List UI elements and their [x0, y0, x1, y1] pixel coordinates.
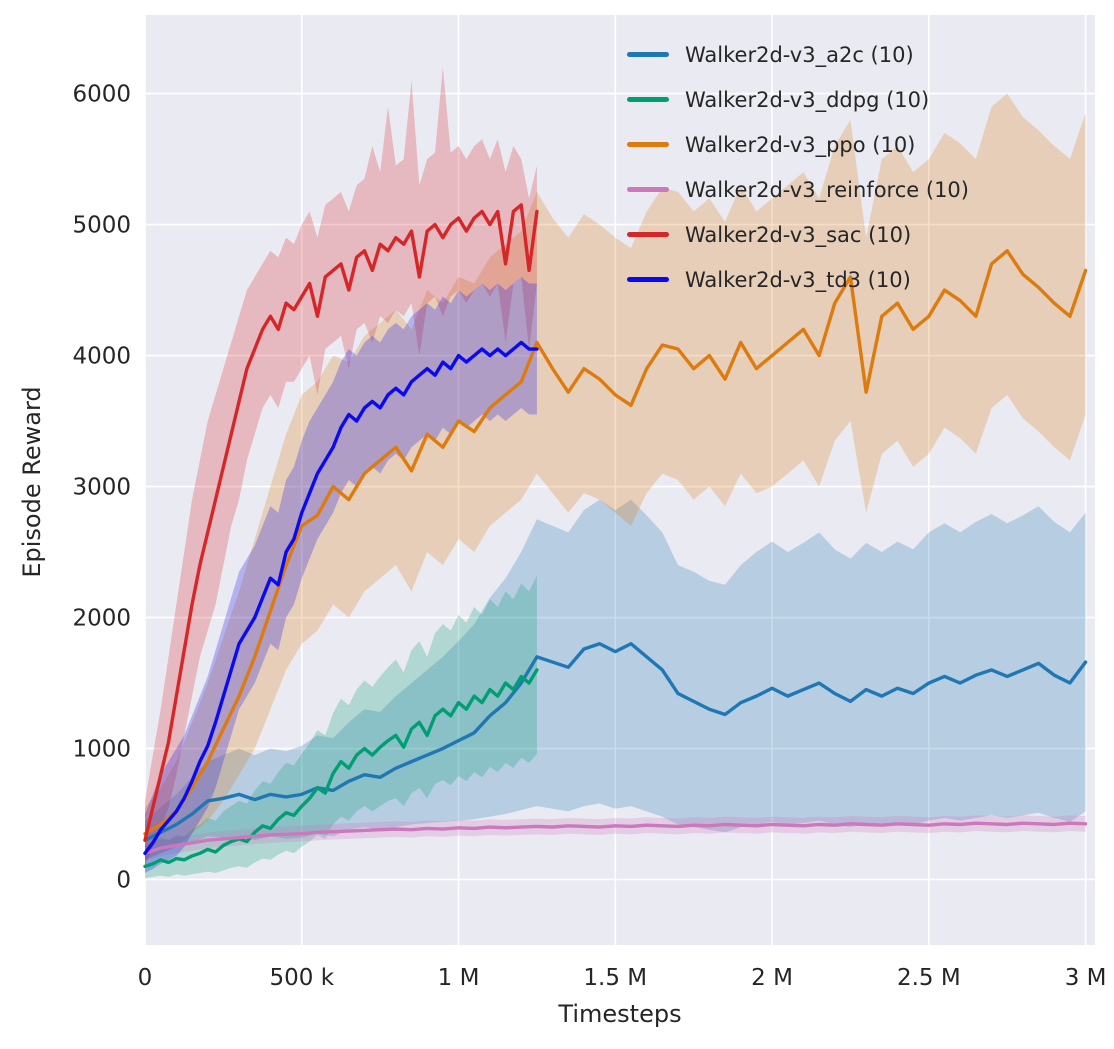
plot-area: [145, 15, 1095, 945]
series-band-reinforce: [145, 815, 1086, 862]
legend-item-ddpg: Walker2d-v3_ddpg (10): [627, 77, 969, 122]
y-tick-label: 3000: [72, 475, 131, 501]
y-tick-label: 2000: [72, 606, 131, 632]
legend-swatch-ppo: [627, 142, 669, 147]
y-tick-label: 1000: [72, 737, 131, 763]
legend-item-a2c: Walker2d-v3_a2c (10): [627, 32, 969, 77]
legend-item-sac: Walker2d-v3_sac (10): [627, 212, 969, 257]
x-tick-label: 1 M: [438, 965, 480, 991]
legend-label-ppo: Walker2d-v3_ppo (10): [685, 132, 916, 157]
legend-label-reinforce: Walker2d-v3_reinforce (10): [685, 177, 969, 202]
x-tick-label: 0: [138, 965, 153, 991]
y-tick-label: 6000: [72, 82, 131, 108]
legend-label-ddpg: Walker2d-v3_ddpg (10): [685, 87, 930, 112]
y-tick-label: 5000: [72, 213, 131, 239]
series-line-reinforce: [143, 821, 1088, 856]
x-tick-label: 500 k: [270, 965, 335, 991]
series-line-sac: [143, 203, 539, 842]
series-band-a2c: [145, 499, 1086, 860]
legend-label-sac: Walker2d-v3_sac (10): [685, 222, 912, 247]
x-tick-label: 2.5 M: [897, 965, 961, 991]
series-line-a2c: [143, 642, 1088, 842]
legend: Walker2d-v3_a2c (10) Walker2d-v3_ddpg (10…: [627, 32, 969, 302]
series-line-td3: [143, 340, 539, 856]
y-tick-label: 0: [116, 868, 131, 894]
legend-item-reinforce: Walker2d-v3_reinforce (10): [627, 167, 969, 212]
y-axis-label: Episode Reward: [18, 386, 46, 578]
legend-swatch-ddpg: [627, 97, 669, 102]
legend-item-td3: Walker2d-v3_td3 (10): [627, 257, 969, 302]
legend-label-a2c: Walker2d-v3_a2c (10): [685, 42, 914, 67]
legend-swatch-reinforce: [627, 187, 669, 192]
legend-label-td3: Walker2d-v3_td3 (10): [685, 267, 911, 292]
legend-swatch-td3: [627, 277, 669, 282]
series-band-ddpg: [145, 575, 537, 879]
x-tick-label: 3 M: [1065, 965, 1107, 991]
series-band-sac: [145, 67, 537, 867]
series-band-td3: [145, 276, 537, 873]
legend-item-ppo: Walker2d-v3_ppo (10): [627, 122, 969, 167]
y-tick-label: 4000: [72, 344, 131, 370]
x-tick-label: 2 M: [751, 965, 793, 991]
series-line-ppo: [143, 249, 1088, 836]
legend-swatch-a2c: [627, 52, 669, 57]
legend-swatch-sac: [627, 232, 669, 237]
x-tick-label: 1.5 M: [583, 965, 647, 991]
series-line-ddpg: [143, 668, 539, 869]
x-axis-label: Timesteps: [558, 1000, 682, 1028]
